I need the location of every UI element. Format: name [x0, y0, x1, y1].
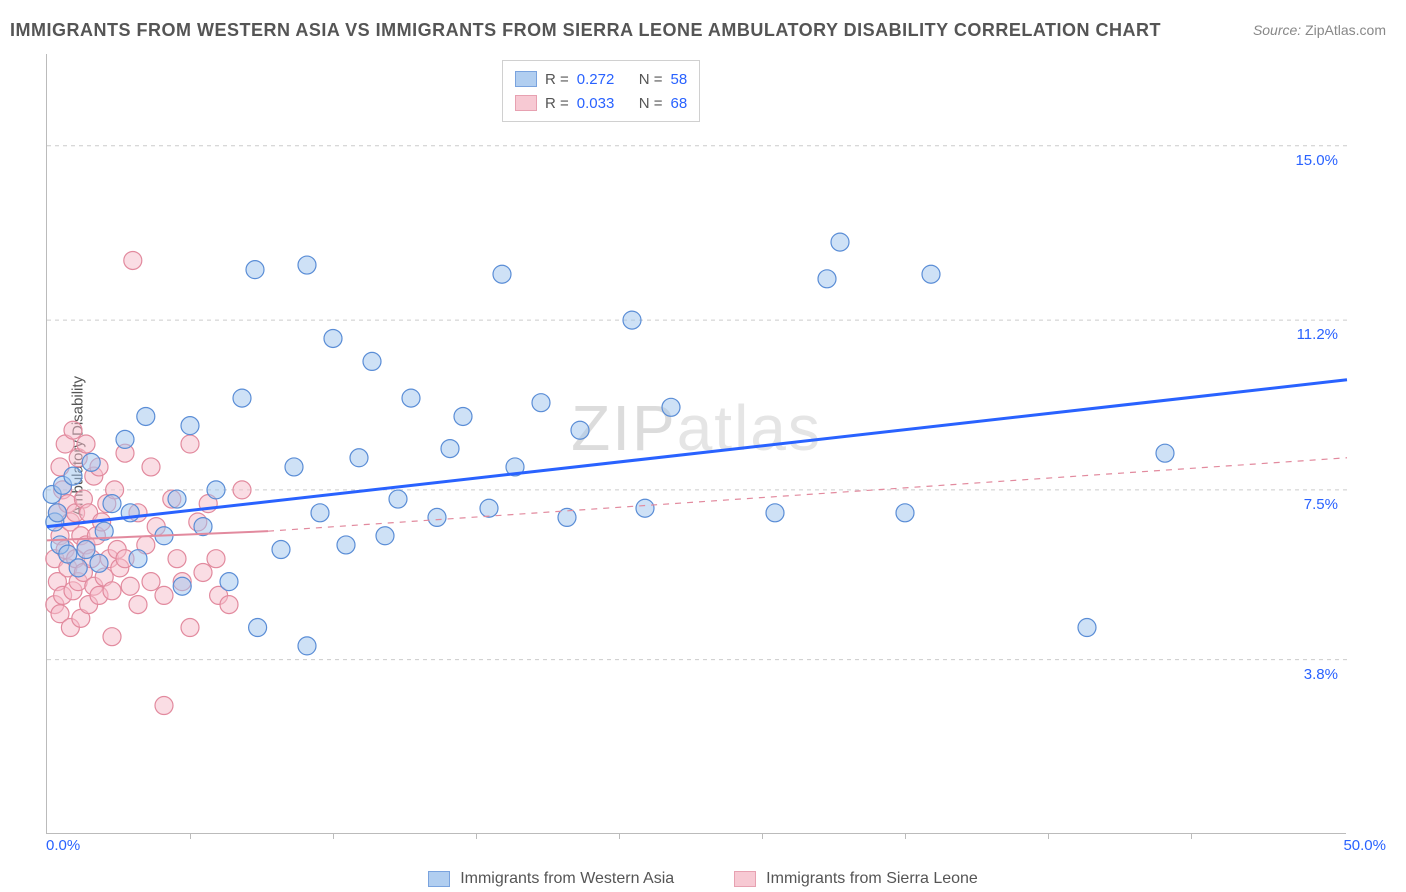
legend-item: Immigrants from Western Asia	[428, 870, 674, 888]
data-point	[103, 495, 121, 513]
legend-label: Immigrants from Western Asia	[460, 870, 674, 888]
y-tick-label: 11.2%	[1297, 326, 1338, 343]
x-axis-min: 0.0%	[46, 837, 80, 854]
legend-swatch	[734, 871, 756, 887]
data-point	[77, 435, 95, 453]
x-tick	[619, 833, 620, 839]
legend-label: Immigrants from Sierra Leone	[766, 870, 978, 888]
data-point	[207, 550, 225, 568]
data-point	[818, 270, 836, 288]
data-point	[350, 449, 368, 467]
data-point	[454, 407, 472, 425]
data-point	[402, 389, 420, 407]
data-point	[389, 490, 407, 508]
data-point	[82, 453, 100, 471]
data-point	[249, 619, 267, 637]
data-point	[129, 550, 147, 568]
chart-title: IMMIGRANTS FROM WESTERN ASIA VS IMMIGRAN…	[10, 20, 1161, 41]
data-point	[77, 541, 95, 559]
y-tick-label: 7.5%	[1304, 496, 1338, 513]
x-tick	[1048, 833, 1049, 839]
y-tick-label: 15.0%	[1295, 152, 1338, 169]
data-point	[363, 352, 381, 370]
data-point	[636, 499, 654, 517]
data-point	[181, 619, 199, 637]
x-tick	[333, 833, 334, 839]
data-point	[766, 504, 784, 522]
legend-item: Immigrants from Sierra Leone	[734, 870, 978, 888]
data-point	[831, 233, 849, 251]
data-point	[181, 435, 199, 453]
data-point	[64, 467, 82, 485]
data-point	[124, 251, 142, 269]
data-point	[220, 596, 238, 614]
data-point	[121, 577, 139, 595]
data-point	[441, 440, 459, 458]
data-point	[298, 637, 316, 655]
data-point	[173, 577, 191, 595]
data-point	[493, 265, 511, 283]
data-point	[194, 563, 212, 581]
data-point	[324, 329, 342, 347]
data-point	[532, 394, 550, 412]
data-point	[285, 458, 303, 476]
data-point	[922, 265, 940, 283]
x-tick	[476, 833, 477, 839]
data-point	[571, 421, 589, 439]
source-attribution: Source: ZipAtlas.com	[1253, 22, 1386, 38]
plot-area: ZIPatlas R =0.272N =58R =0.033N =68 3.8%…	[46, 54, 1346, 834]
data-point	[103, 582, 121, 600]
data-point	[142, 458, 160, 476]
data-point	[376, 527, 394, 545]
data-point	[137, 407, 155, 425]
data-point	[623, 311, 641, 329]
data-point	[896, 504, 914, 522]
x-tick	[905, 833, 906, 839]
x-tick	[762, 833, 763, 839]
data-point	[168, 490, 186, 508]
series-legend: Immigrants from Western Asia Immigrants f…	[0, 870, 1406, 888]
legend-swatch	[428, 871, 450, 887]
data-point	[64, 421, 82, 439]
data-point	[142, 573, 160, 591]
data-point	[129, 596, 147, 614]
data-point	[103, 628, 121, 646]
data-point	[207, 481, 225, 499]
data-point	[1156, 444, 1174, 462]
y-tick-label: 3.8%	[1304, 666, 1338, 683]
x-tick	[190, 833, 191, 839]
data-point	[168, 550, 186, 568]
data-point	[48, 504, 66, 522]
source-label: Source:	[1253, 22, 1301, 38]
data-point	[311, 504, 329, 522]
source-value: ZipAtlas.com	[1305, 22, 1386, 38]
data-point	[298, 256, 316, 274]
data-point	[246, 261, 264, 279]
data-point	[428, 508, 446, 526]
data-point	[1078, 619, 1096, 637]
data-point	[272, 541, 290, 559]
chart-container: IMMIGRANTS FROM WESTERN ASIA VS IMMIGRAN…	[0, 0, 1406, 892]
data-point	[337, 536, 355, 554]
data-point	[233, 481, 251, 499]
data-point	[662, 398, 680, 416]
data-point	[155, 586, 173, 604]
x-tick	[1191, 833, 1192, 839]
x-axis-max: 50.0%	[1343, 837, 1386, 854]
scatter-svg	[47, 54, 1347, 834]
data-point	[220, 573, 238, 591]
data-point	[69, 559, 87, 577]
data-point	[155, 697, 173, 715]
data-point	[116, 430, 134, 448]
data-point	[181, 417, 199, 435]
data-point	[233, 389, 251, 407]
data-point	[480, 499, 498, 517]
data-point	[90, 554, 108, 572]
